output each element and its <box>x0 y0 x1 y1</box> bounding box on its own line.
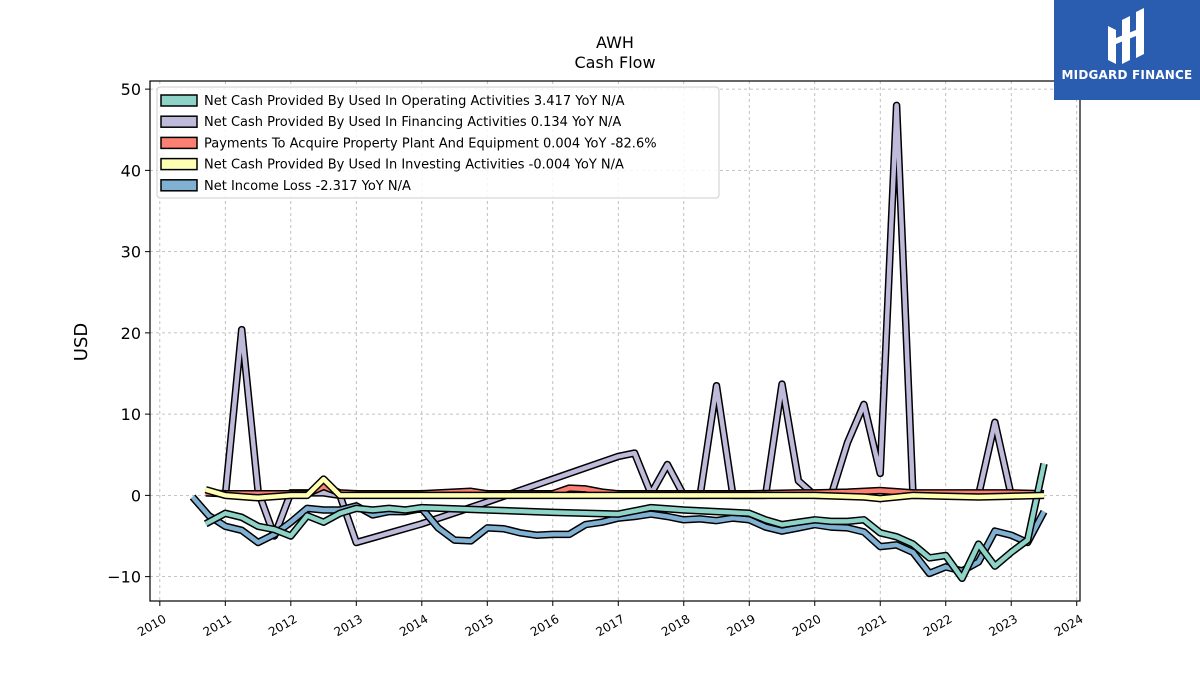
x-tick-label: 2014 <box>397 612 430 639</box>
x-tick-label: 2015 <box>463 612 496 639</box>
x-tick-label: 2021 <box>856 612 889 639</box>
legend-label: Net Income Loss -2.317 YoY N/A <box>204 179 411 194</box>
legend-label: Net Cash Provided By Used In Investing A… <box>204 158 624 173</box>
y-tick-label: 20 <box>121 324 141 343</box>
y-tick-label: 10 <box>121 405 141 424</box>
series-line <box>189 494 1048 578</box>
x-tick-label: 2016 <box>528 612 561 639</box>
midgard-logo-icon <box>1108 8 1144 64</box>
x-tick-label: 2018 <box>659 612 692 639</box>
y-tick-label: 0 <box>131 486 141 505</box>
legend-swatch <box>160 136 198 150</box>
x-tick-label: 2024 <box>1052 612 1085 639</box>
x-tick-label: 2020 <box>790 612 823 639</box>
x-tick-label: 2023 <box>987 612 1020 639</box>
x-tick-label: 2011 <box>201 612 234 639</box>
y-axis-label: USD <box>71 323 92 361</box>
brand-logo: MIDGARD FINANCE <box>1054 0 1200 100</box>
plot-frame <box>149 80 1081 602</box>
y-tick-label: 30 <box>121 243 141 262</box>
legend-swatch <box>160 157 198 171</box>
legend-swatch <box>160 115 198 128</box>
series-stroke <box>204 463 1047 581</box>
y-tick-label: 50 <box>121 80 141 99</box>
legend-box <box>156 86 720 199</box>
y-tick-label: 40 <box>121 161 141 180</box>
x-tick-label: 2017 <box>594 612 627 639</box>
brand-name: MIDGARD FINANCE <box>1061 68 1193 82</box>
legend: Net Cash Provided By Used In Operating A… <box>156 86 720 199</box>
x-tick-label: 2019 <box>725 612 758 639</box>
chart-subtitle: Cash Flow <box>574 53 655 72</box>
legend-item: Net Income Loss -2.317 YoY N/A <box>160 179 411 194</box>
series-stroke <box>205 476 1045 501</box>
legend-item: Net Cash Provided By Used In Investing A… <box>160 157 624 173</box>
legend-item: Net Cash Provided By Used In Operating A… <box>160 94 625 109</box>
axes: 2010 2011 2012 2013 2014 2015 2016 2017 2018 2019… <box>107 80 1085 639</box>
chart-title: AWH <box>596 33 634 52</box>
x-tick-label: 2012 <box>266 612 299 639</box>
plot-area <box>189 101 1048 583</box>
y-tick-label: −10 <box>107 568 141 587</box>
x-tick-label: 2013 <box>332 612 365 639</box>
legend-label: Net Cash Provided By Used In Financing A… <box>204 115 621 130</box>
x-tick-label: 2022 <box>921 612 954 639</box>
legend-item: Payments To Acquire Property Plant And E… <box>160 136 657 151</box>
legend-item: Net Cash Provided By Used In Financing A… <box>160 115 621 130</box>
x-tick-label: 2010 <box>135 612 168 639</box>
legend-swatch <box>160 179 198 192</box>
legend-label: Net Cash Provided By Used In Operating A… <box>204 94 625 109</box>
series-line <box>203 462 1048 583</box>
legend-swatch <box>160 94 198 107</box>
series-stroke <box>190 495 1046 576</box>
series-line <box>204 475 1045 503</box>
legend-label: Payments To Acquire Property Plant And E… <box>204 136 657 151</box>
